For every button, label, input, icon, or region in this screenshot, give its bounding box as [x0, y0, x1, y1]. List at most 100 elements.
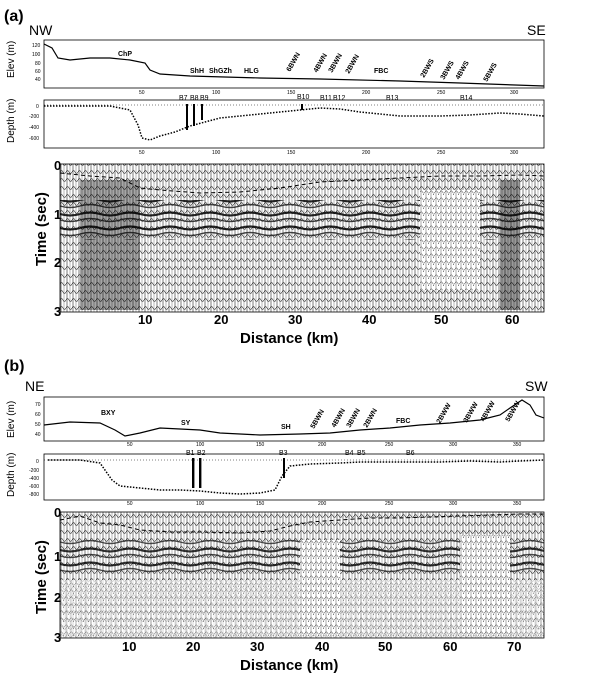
panel-b-time-yticks: 0 1 2 3: [54, 505, 61, 645]
depth-ytick: -800: [29, 492, 39, 498]
elev-ytick: 40: [35, 77, 41, 83]
borehole-label: B2: [197, 450, 206, 457]
time-ytick: 1: [54, 549, 61, 564]
panel-a-elev-xticks: 50 100 150 200 250 300: [139, 90, 519, 96]
elev-ytick: 80: [35, 61, 41, 67]
elev-xtick: 200: [318, 442, 327, 448]
elev-xtick: 50: [139, 90, 145, 96]
depth-xtick: 200: [318, 501, 327, 507]
depth-ytick: -200: [29, 114, 39, 120]
depth-ytick: -400: [29, 476, 39, 482]
panel-b-dir-right: SW: [525, 378, 548, 394]
panel-b-label: (b): [4, 358, 24, 375]
depth-ytick: 0: [36, 104, 39, 110]
feature-label: 2BWN: [345, 54, 361, 75]
borehole-label: B5: [357, 450, 366, 457]
panel-b-elev-xticks: 50 100 150 200 250 300 350: [127, 442, 522, 448]
distance-xtick: 20: [214, 312, 228, 327]
panel-b-xticks: 10 20 30 40 50 60 70: [122, 639, 521, 654]
depth-xtick: 100: [196, 501, 205, 507]
depth-xtick: 200: [362, 150, 371, 156]
borehole-label: B4: [345, 450, 354, 457]
panel-b-depth-xticks: 50 100 150 200 250 300 350: [127, 501, 522, 507]
elev-xtick: 100: [212, 90, 221, 96]
elev-ytick: 120: [32, 43, 41, 49]
time-ytick: 0: [54, 505, 61, 520]
depth-xtick: 150: [287, 150, 296, 156]
time-ytick: 3: [54, 630, 61, 645]
elev-xtick: 300: [449, 442, 458, 448]
depth-xtick: 250: [385, 501, 394, 507]
panel-a-xticks: 10 20 30 40 50 60: [138, 312, 519, 327]
elev-ytick: 50: [35, 422, 41, 428]
borehole-label: B8: [190, 95, 199, 102]
panel-a-time-ylabel: Time (sec): [33, 192, 50, 266]
elev-xtick: 250: [437, 90, 446, 96]
elev-xtick: 200: [362, 90, 371, 96]
borehole-label: B6: [406, 450, 415, 457]
panel-a-seismic-section: Time (sec) 0 1 2 3 10 20 30 40 50 60 Dis…: [33, 158, 545, 347]
time-ytick: 3: [54, 304, 61, 319]
feature-label: 3BWN: [328, 53, 344, 74]
time-ytick: 2: [54, 590, 61, 605]
panel-b-elev-features: BXY SY SH 5BWN 4BWN 3BWN 2BWN FBC 2BWW 3…: [101, 400, 522, 431]
feature-label: 6BWN: [286, 52, 302, 73]
depth-ytick: 0: [36, 459, 39, 465]
distance-xtick: 10: [138, 312, 152, 327]
feature-label: 4BWS: [455, 60, 471, 81]
panel-b-seismic-section: Time (sec) 0 1 2 3 10 20 30 40 50 60 70 …: [33, 505, 545, 674]
depth-ytick: -600: [29, 484, 39, 490]
distance-xtick: 30: [250, 639, 264, 654]
panel-a-elev-yticks: 120 100 80 60 40: [32, 43, 41, 83]
elev-ytick: 70: [35, 402, 41, 408]
depth-xtick: 150: [256, 501, 265, 507]
borehole-label: B13: [386, 95, 399, 102]
feature-label: ShH: [190, 68, 204, 75]
feature-label: ChP: [118, 51, 132, 58]
panel-b-time-ylabel: Time (sec): [33, 540, 50, 614]
elev-xtick: 100: [196, 442, 205, 448]
panel-b-boreholes: B1 B2 B3 B4 B5 B6: [186, 450, 415, 457]
feature-label: HLG: [244, 68, 259, 75]
distance-xtick: 50: [434, 312, 448, 327]
panel-a-dir-right: SE: [527, 22, 546, 38]
elev-xtick: 250: [385, 442, 394, 448]
distance-xtick: 30: [288, 312, 302, 327]
time-ytick: 0: [54, 158, 61, 173]
depth-ytick: -600: [29, 136, 39, 142]
elev-ytick: 60: [35, 412, 41, 418]
distance-xtick: 70: [507, 639, 521, 654]
depth-xtick: 100: [212, 150, 221, 156]
time-ytick: 1: [54, 207, 61, 222]
panel-b-depth-ylabel: Depth (m): [6, 453, 17, 497]
panel-b-elevation-plot: Elev (m) 70 60 50 40 50 100 150 200 250 …: [6, 396, 545, 448]
panel-a-depth-plot: Depth (m) 0 -200 -400 -600 50 100 150 20…: [6, 94, 545, 156]
panel-a-dir-left: NW: [29, 22, 53, 38]
panel-b-elev-yticks: 70 60 50 40: [35, 402, 41, 438]
elev-ytick: 60: [35, 69, 41, 75]
feature-label: BXY: [101, 410, 116, 417]
depth-ytick: -400: [29, 125, 39, 131]
panel-a-boreholes: B7 B8 B9 B10 B11 B12 B13 B14: [179, 94, 473, 102]
panel-b-dir-left: NE: [25, 378, 44, 394]
feature-label: 4BWW: [480, 400, 497, 423]
elev-ytick: 40: [35, 432, 41, 438]
feature-label: 2BWW: [436, 402, 453, 425]
feature-label: FBC: [396, 418, 410, 425]
depth-xtick: 350: [513, 501, 522, 507]
borehole-label: B11: [320, 95, 332, 102]
panel-a-elev-ylabel: Elev (m): [6, 41, 17, 78]
feature-label: FBC: [374, 68, 388, 75]
borehole-label: B12: [333, 95, 346, 102]
depth-ytick: -200: [29, 468, 39, 474]
borehole-label: B9: [200, 95, 209, 102]
borehole-label: B10: [297, 94, 310, 101]
elev-xtick: 300: [510, 90, 519, 96]
feature-label: 5BWN: [310, 409, 326, 430]
depth-xtick: 50: [127, 501, 133, 507]
feature-label: ShGZh: [209, 68, 232, 75]
feature-label: 2BWS: [420, 58, 436, 79]
panel-b-depth-yticks: 0 -200 -400 -600 -800: [29, 459, 39, 498]
panel-b-elev-ylabel: Elev (m): [6, 401, 17, 438]
